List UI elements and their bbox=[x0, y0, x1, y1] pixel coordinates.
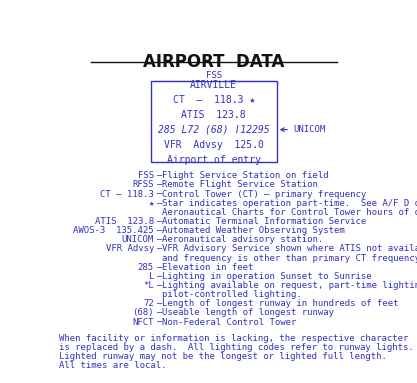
Text: Lighting in operation Sunset to Sunrise: Lighting in operation Sunset to Sunrise bbox=[162, 272, 372, 281]
Text: 285 L72 (68) ǀ12295: 285 L72 (68) ǀ12295 bbox=[158, 124, 269, 135]
Text: RFSS: RFSS bbox=[133, 180, 154, 190]
Text: –: – bbox=[157, 318, 163, 327]
Text: AIRPORT  DATA: AIRPORT DATA bbox=[143, 53, 284, 71]
Text: CT  –  118.3 ★: CT – 118.3 ★ bbox=[173, 95, 255, 105]
Text: ATIS  123.8: ATIS 123.8 bbox=[181, 110, 246, 120]
Text: –: – bbox=[157, 190, 163, 198]
Text: –: – bbox=[157, 263, 163, 272]
Text: –: – bbox=[157, 217, 163, 226]
Text: Lighting available on request, part-time lighting, or: Lighting available on request, part-time… bbox=[162, 281, 417, 290]
Text: VFR Advisory Service shown where ATIS not available: VFR Advisory Service shown where ATIS no… bbox=[162, 244, 417, 254]
Text: FSS: FSS bbox=[206, 71, 222, 80]
Text: AIRVILLE: AIRVILLE bbox=[190, 80, 237, 90]
Text: and frequency is other than primary CT frequency.: and frequency is other than primary CT f… bbox=[162, 254, 417, 263]
Text: Automatic Terminal Information Service: Automatic Terminal Information Service bbox=[162, 217, 366, 226]
Text: –: – bbox=[157, 308, 163, 318]
Text: Flight Service Station on field: Flight Service Station on field bbox=[162, 171, 329, 180]
Text: Non-Federal Control Tower: Non-Federal Control Tower bbox=[162, 318, 296, 327]
Text: UNICOM: UNICOM bbox=[281, 125, 325, 134]
Text: Control Tower (CT) – primary frequency: Control Tower (CT) – primary frequency bbox=[162, 190, 366, 198]
FancyBboxPatch shape bbox=[151, 81, 277, 162]
Text: –: – bbox=[157, 244, 163, 254]
Text: NFCT: NFCT bbox=[133, 318, 154, 327]
Text: pilot-controlled lighting.: pilot-controlled lighting. bbox=[162, 290, 302, 299]
Text: Aeronautical Charts for Control Tower hours of operation.: Aeronautical Charts for Control Tower ho… bbox=[162, 208, 417, 217]
Text: Elevation in feet: Elevation in feet bbox=[162, 263, 254, 272]
Text: –: – bbox=[157, 199, 163, 208]
Text: –: – bbox=[157, 272, 163, 281]
Text: Remote Flight Service Station: Remote Flight Service Station bbox=[162, 180, 318, 190]
Text: 285: 285 bbox=[138, 263, 154, 272]
Text: Aeronautical advisory station.: Aeronautical advisory station. bbox=[162, 235, 323, 244]
Text: Lighted runway may not be the longest or lighted full length.: Lighted runway may not be the longest or… bbox=[58, 352, 387, 361]
Text: –: – bbox=[157, 171, 163, 180]
Text: –: – bbox=[157, 226, 163, 235]
Text: When facility or information is lacking, the respective character: When facility or information is lacking,… bbox=[58, 334, 408, 343]
Text: ★: ★ bbox=[148, 199, 154, 208]
Text: Length of longest runway in hundreds of feet: Length of longest runway in hundreds of … bbox=[162, 299, 399, 308]
Text: ATIS  123.8: ATIS 123.8 bbox=[95, 217, 154, 226]
Text: Star indicates operation part-time.  See A/F D or NOAA: Star indicates operation part-time. See … bbox=[162, 199, 417, 208]
Text: L: L bbox=[148, 272, 154, 281]
Text: (68): (68) bbox=[133, 308, 154, 318]
Text: CT – 118.3: CT – 118.3 bbox=[100, 190, 154, 198]
Text: –: – bbox=[157, 299, 163, 308]
Text: VFR Advsy: VFR Advsy bbox=[106, 244, 154, 254]
Text: 72: 72 bbox=[143, 299, 154, 308]
Text: UNICOM: UNICOM bbox=[122, 235, 154, 244]
Text: FSS: FSS bbox=[138, 171, 154, 180]
Text: AWOS-3  135.425: AWOS-3 135.425 bbox=[73, 226, 154, 235]
Text: Airport of entry: Airport of entry bbox=[167, 154, 261, 165]
Text: VFR  Advsy  125.0: VFR Advsy 125.0 bbox=[164, 139, 264, 150]
Text: –: – bbox=[157, 180, 163, 190]
Text: is replaced by a dash.  All lighting codes refer to runway lights.: is replaced by a dash. All lighting code… bbox=[58, 343, 413, 352]
Text: Useable length of longest runway: Useable length of longest runway bbox=[162, 308, 334, 318]
Text: –: – bbox=[157, 281, 163, 290]
Text: –: – bbox=[157, 235, 163, 244]
Text: Automated Weather Observing System: Automated Weather Observing System bbox=[162, 226, 345, 235]
Text: All times are local.: All times are local. bbox=[58, 361, 166, 370]
Text: *L: *L bbox=[143, 281, 154, 290]
